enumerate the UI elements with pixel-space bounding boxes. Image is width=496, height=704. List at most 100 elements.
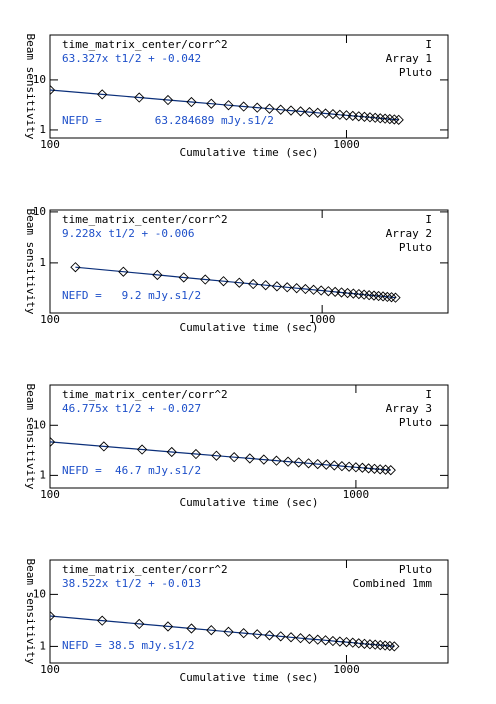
panel-label: Array 3 [386, 402, 432, 415]
x-tick-label: 100 [40, 663, 60, 676]
point [97, 89, 108, 100]
point [308, 284, 319, 295]
x-tick-label: 1000 [333, 663, 360, 676]
point [218, 276, 229, 287]
y-tick-label: 10 [33, 418, 46, 431]
point [178, 272, 189, 283]
marks [50, 610, 400, 652]
panel-label: Pluto [399, 416, 432, 429]
panel-label: I [425, 388, 432, 401]
point [336, 287, 347, 298]
point [162, 621, 174, 632]
point [134, 92, 145, 103]
point [304, 106, 315, 118]
point [382, 291, 393, 303]
point [320, 635, 331, 646]
panel-label: Combined 1mm [353, 577, 433, 590]
point [282, 456, 294, 467]
point [223, 626, 234, 637]
title: time_matrix_center/corr^2 [62, 213, 228, 226]
point [252, 102, 263, 113]
nefd-label: NEFD = 63.284689 mJy.s1/2 [62, 114, 274, 127]
point [389, 114, 400, 125]
point [329, 286, 341, 298]
point [200, 274, 211, 285]
point [384, 113, 395, 125]
point [393, 114, 404, 125]
point [321, 459, 332, 470]
point [258, 454, 269, 465]
y-tick-label: 10 [33, 73, 46, 86]
point [244, 453, 255, 464]
panel: 100 1000 1 10 Cumulative time (sec) Beam sens… [24, 559, 449, 684]
point [98, 441, 110, 452]
point [390, 292, 401, 303]
point [50, 84, 56, 96]
x-tick-label: 1000 [309, 313, 336, 326]
point [350, 462, 362, 473]
fit-label: 38.522x t1/2 + -0.013 [62, 577, 201, 590]
y-axis-label: Beam sensitivity [24, 209, 37, 315]
point [312, 634, 323, 645]
point [206, 98, 217, 109]
point [190, 448, 202, 460]
point [166, 446, 177, 458]
point [211, 450, 222, 461]
fit-label: 46.775x t1/2 + -0.027 [62, 402, 201, 415]
point [336, 460, 348, 472]
plot-frame [49, 384, 449, 489]
point [260, 280, 271, 291]
point [341, 110, 352, 121]
point [303, 458, 314, 469]
point [375, 639, 386, 651]
point [285, 105, 297, 116]
point [379, 113, 391, 124]
point [386, 292, 397, 303]
point [275, 631, 286, 642]
fit-label: 9.228x t1/2 + -0.006 [62, 227, 194, 240]
y-axis-label: Beam sensitivity [24, 559, 37, 665]
point [385, 465, 396, 476]
point [271, 455, 282, 466]
panel-label: Pluto [399, 66, 432, 79]
point [152, 269, 163, 281]
point [50, 610, 56, 622]
panel: 100 1000 1 10 Cumulative time (sec) Beam sens… [24, 384, 449, 509]
title: time_matrix_center/corr^2 [62, 38, 228, 51]
panel: 100 1000 1 10 Cumulative time (sec) Beam sens… [24, 34, 449, 159]
nefd-label: NEFD = 46.7 mJy.s1/2 [62, 464, 201, 477]
point [295, 633, 306, 644]
point [248, 278, 259, 290]
point [293, 457, 304, 468]
point [312, 458, 323, 470]
point [162, 94, 174, 106]
x-tick-label: 1000 [333, 138, 360, 151]
y-axis-label: Beam sensitivity [24, 384, 37, 490]
y-tick-label: 1 [39, 468, 46, 481]
point [229, 452, 240, 463]
point [136, 444, 148, 455]
marks [50, 436, 396, 476]
point [264, 630, 275, 641]
point [285, 632, 297, 643]
point [341, 636, 352, 648]
point [375, 113, 386, 124]
fit-line [50, 441, 391, 471]
marks [50, 84, 404, 125]
panel-label: Pluto [399, 241, 432, 254]
point [275, 104, 286, 115]
x-tick-label: 100 [40, 138, 60, 151]
point [357, 462, 368, 473]
point [304, 633, 315, 645]
point [206, 625, 217, 636]
y-axis-label: Beam sensitivity [24, 34, 37, 140]
point [295, 106, 306, 117]
point [363, 290, 375, 301]
x-axis-label: Cumulative time (sec) [179, 146, 318, 159]
panel-label: Pluto [399, 563, 432, 576]
y-tick-label: 10 [33, 587, 46, 600]
point [70, 262, 81, 273]
y-tick-label: 1 [39, 256, 46, 269]
